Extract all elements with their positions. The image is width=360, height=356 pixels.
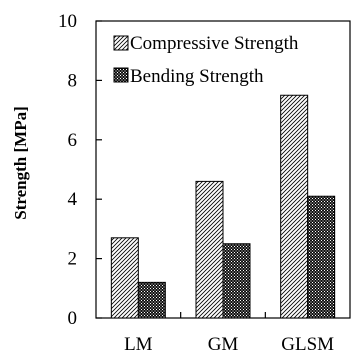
y-axis-title: Strength [MPa] xyxy=(11,106,30,219)
legend: Compressive Strength Bending Strength xyxy=(113,33,299,87)
bar-compressive-glsm xyxy=(280,94,309,319)
x-tick-label: LM xyxy=(124,334,153,355)
y-tick-label: 4 xyxy=(68,189,78,210)
legend-label-compressive: Compressive Strength xyxy=(130,33,299,54)
bars xyxy=(110,94,336,319)
y-tick-label: 2 xyxy=(68,249,78,270)
x-tick-label: GM xyxy=(208,334,239,355)
x-tick-label: GLSM xyxy=(281,334,334,355)
bar-bending-gm xyxy=(222,243,251,319)
y-tick-label: 0 xyxy=(68,308,78,329)
bar-compressive-gm xyxy=(195,180,224,319)
legend-label-bending: Bending Strength xyxy=(130,66,264,87)
y-tick-label: 10 xyxy=(58,11,77,32)
y-tick-label: 8 xyxy=(68,70,78,91)
y-tick-label: 6 xyxy=(68,130,78,151)
axis-labels: 0 2 4 6 8 10 LM GM GLSM xyxy=(58,11,334,355)
bar-bending-lm xyxy=(137,281,166,319)
bar-compressive-lm xyxy=(110,237,139,319)
legend-swatch-compressive xyxy=(113,35,129,51)
bar-bending-glsm xyxy=(307,195,336,319)
legend-swatch-bending xyxy=(113,67,129,83)
